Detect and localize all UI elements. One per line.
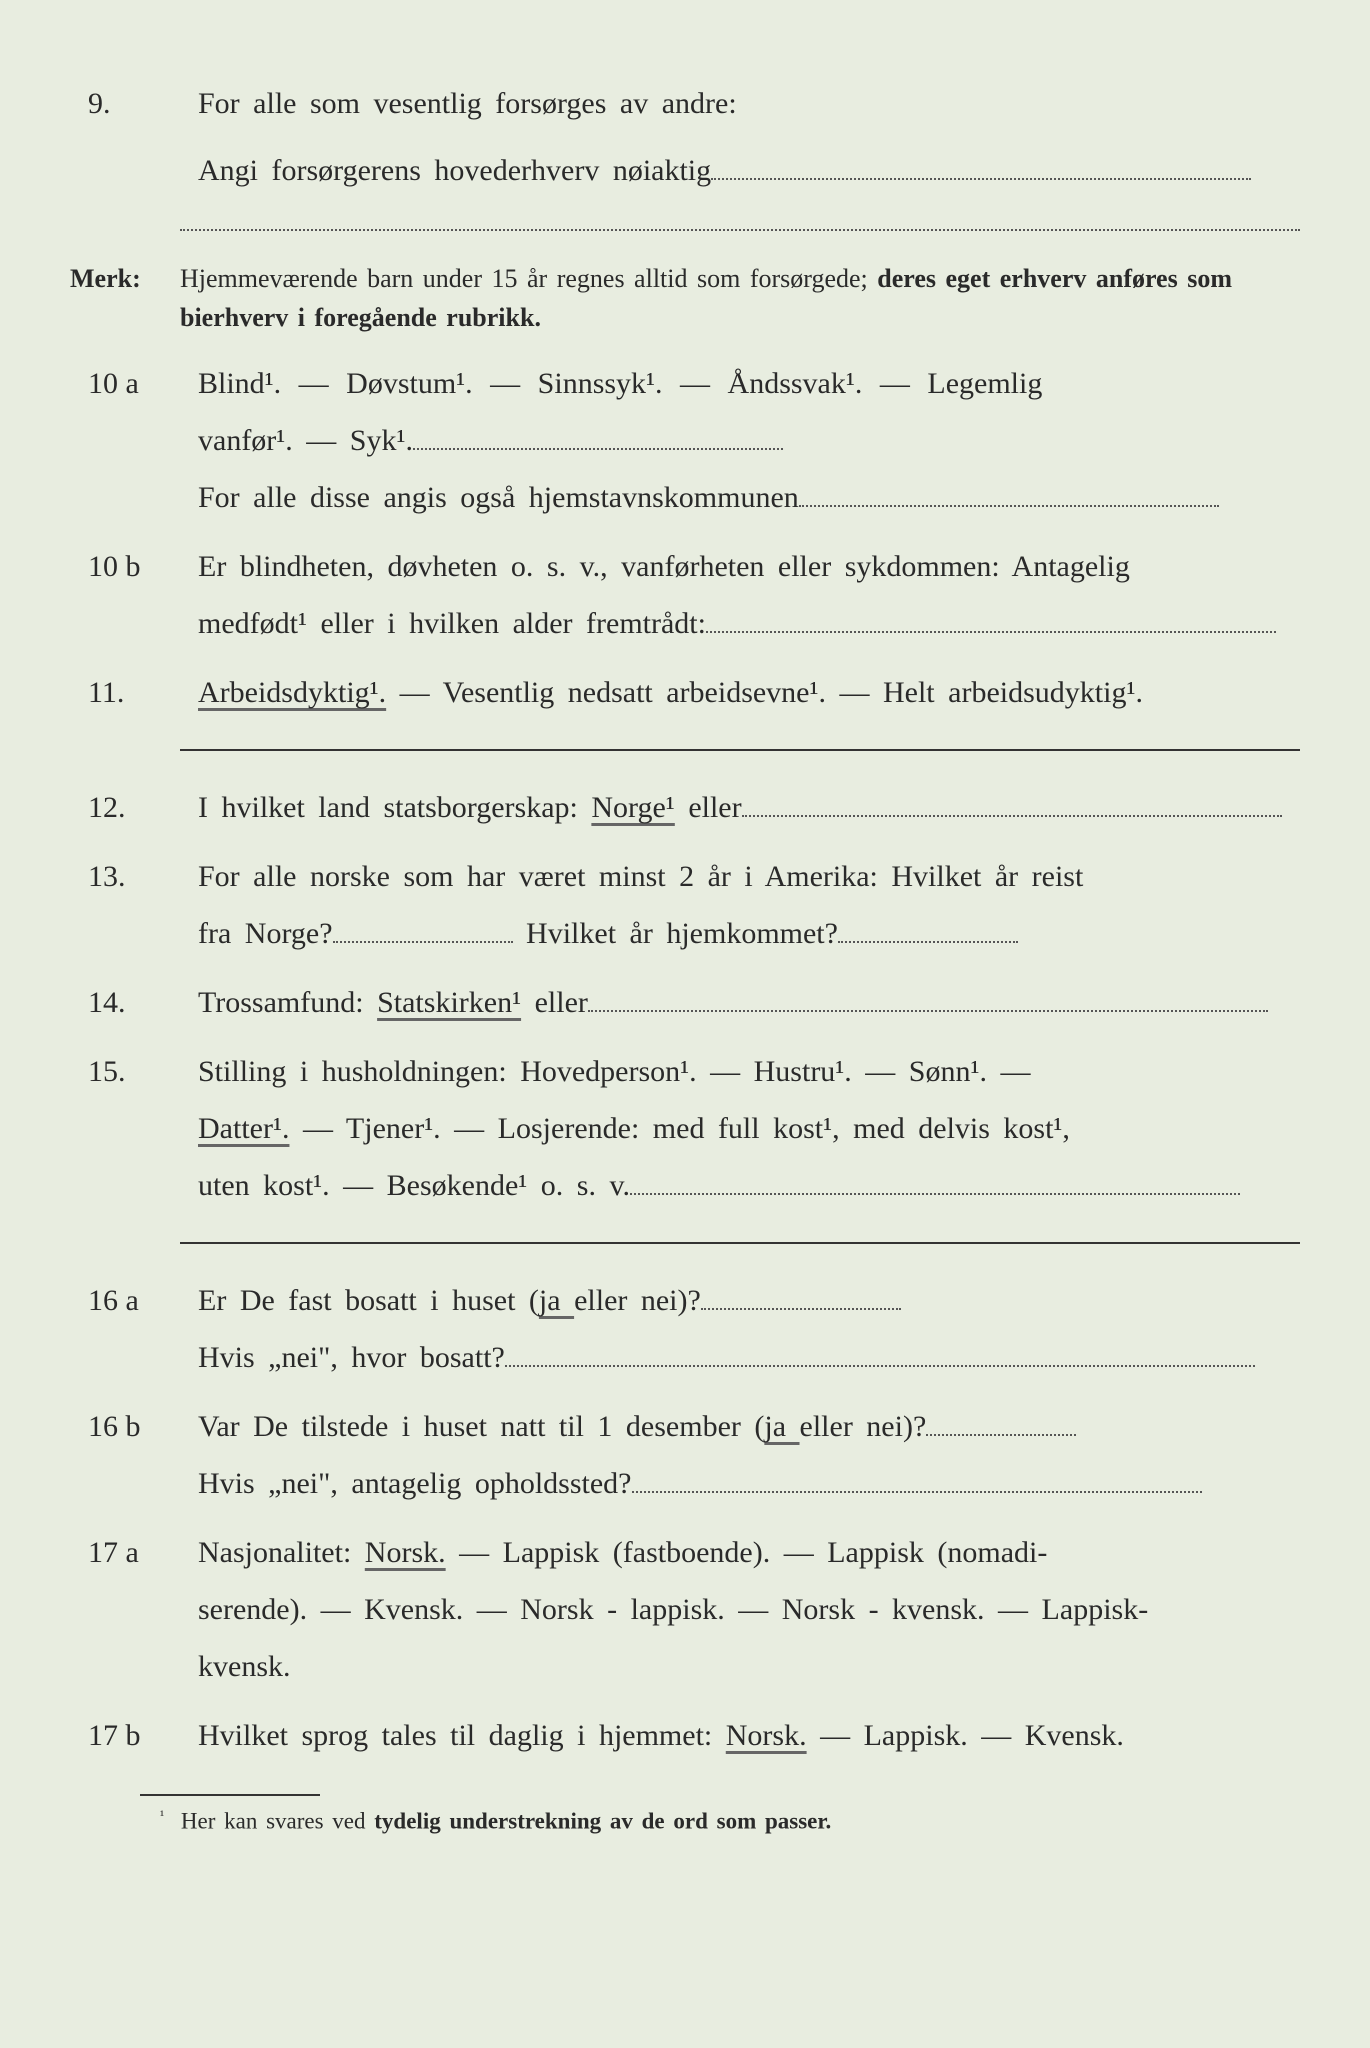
q13-l2b: Hvilket år hjemkommet? xyxy=(513,917,838,950)
q13-line1: For alle norske som har været minst 2 år… xyxy=(198,848,1300,905)
question-15-line3: uten kost¹. — Besøkende¹ o. s. v. xyxy=(70,1157,1300,1214)
footnote-text-a: Her kan svares ved xyxy=(181,1809,374,1834)
merk-label: Merk: xyxy=(70,259,180,298)
q9-line2-text: Angi forsørgerens hovederhverv nøiaktig xyxy=(198,154,711,187)
q12-text-a: I hvilket land statsborgerskap: xyxy=(198,791,591,824)
question-9-line2: Angi forsørgerens hovederhverv nøiaktig xyxy=(70,142,1300,199)
q10a-line1: Blind¹. — Døvstum¹. — Sinnssyk¹. — Åndss… xyxy=(198,355,1300,412)
q15-line3-text: uten kost¹. — Besøkende¹ o. s. v. xyxy=(198,1169,630,1202)
question-17b: 17 b Hvilket sprog tales til daglig i hj… xyxy=(70,1707,1300,1764)
q16a-answer-underlined: ja xyxy=(539,1284,574,1317)
question-10a-line2: vanfør¹. — Syk¹. xyxy=(70,412,1300,469)
question-10a-line3: For alle disse angis også hjemstavnskomm… xyxy=(70,469,1300,526)
question-12: 12. I hvilket land statsborgerskap: Norg… xyxy=(70,779,1300,836)
question-17a-line3: kvensk. xyxy=(70,1638,1300,1695)
q14-number: 14. xyxy=(70,974,198,1031)
section-rule xyxy=(180,749,1300,751)
q17b-text-a: Hvilket sprog tales til daglig i hjemmet… xyxy=(198,1719,726,1752)
q10b-line1: Er blindheten, døvheten o. s. v., vanfør… xyxy=(198,538,1300,595)
dotted-fill xyxy=(799,505,1219,507)
q14-text-c: eller xyxy=(521,986,588,1019)
q16b-answer-underlined: ja xyxy=(764,1410,799,1443)
q14-text-a: Trossamfund: xyxy=(198,986,377,1019)
q17a-line3-text: kvensk. xyxy=(198,1638,1300,1695)
question-16a-line2: Hvis „nei", hvor bosatt? xyxy=(70,1329,1300,1386)
dotted-fill xyxy=(505,1365,1255,1367)
q16a-line2-text: Hvis „nei", hvor bosatt? xyxy=(198,1341,505,1374)
q15-line1: Stilling i husholdningen: Hovedperson¹. … xyxy=(198,1043,1300,1100)
question-16a: 16 a Er De fast bosatt i huset (ja eller… xyxy=(70,1272,1300,1329)
question-14: 14. Trossamfund: Statskirken¹ eller xyxy=(70,974,1300,1031)
dotted-fill xyxy=(630,1193,1240,1195)
footnote-rule xyxy=(140,1794,320,1796)
dotted-fill xyxy=(632,1491,1202,1493)
q10a-line2-text: vanfør¹. — Syk¹. xyxy=(198,424,413,457)
q10b-line2-text: medfødt¹ eller i hvilken alder fremtrådt… xyxy=(198,607,706,640)
question-15: 15. Stilling i husholdningen: Hovedperso… xyxy=(70,1043,1300,1100)
q17a-answer-underlined: Norsk. xyxy=(365,1536,446,1569)
q17a-number: 17 a xyxy=(70,1524,198,1581)
q16b-line2-text: Hvis „nei", antagelig opholdssted? xyxy=(198,1467,632,1500)
footnote-text-b: tydelig understrekning av de ord som pas… xyxy=(374,1809,831,1834)
question-16b-line2: Hvis „nei", antagelig opholdssted? xyxy=(70,1455,1300,1512)
dotted-fill xyxy=(413,448,783,450)
q13-number: 13. xyxy=(70,848,198,905)
q10b-number: 10 b xyxy=(70,538,198,595)
q16b-l1c: eller nei)? xyxy=(800,1410,927,1443)
question-15-line2: Datter¹. — Tjener¹. — Losjerende: med fu… xyxy=(70,1100,1300,1157)
q12-number: 12. xyxy=(70,779,198,836)
q13-l2a: fra Norge? xyxy=(198,917,333,950)
q17a-line2-text: serende). — Kvensk. — Norsk - lappisk. —… xyxy=(198,1581,1300,1638)
question-10b: 10 b Er blindheten, døvheten o. s. v., v… xyxy=(70,538,1300,595)
q16a-l1c: eller nei)? xyxy=(574,1284,701,1317)
q15-number: 15. xyxy=(70,1043,198,1100)
q15-answer-underlined: Datter¹. xyxy=(198,1112,289,1145)
dotted-fill xyxy=(711,178,1251,180)
q11-rest: — Vesentlig nedsatt arbeidsevne¹. — Helt… xyxy=(386,676,1143,709)
q15-l2b: — Tjener¹. — Losjerende: med full kost¹,… xyxy=(289,1112,1069,1145)
q17b-number: 17 b xyxy=(70,1707,198,1764)
question-10b-line2: medfødt¹ eller i hvilken alder fremtrådt… xyxy=(70,595,1300,652)
q10a-number: 10 a xyxy=(70,355,198,412)
q16b-l1a: Var De tilstede i huset natt til 1 desem… xyxy=(198,1410,764,1443)
merk-note: Merk: Hjemmeværende barn under 15 år reg… xyxy=(70,259,1300,337)
section-dotted-rule xyxy=(180,227,1300,231)
question-16b: 16 b Var De tilstede i huset natt til 1 … xyxy=(70,1398,1300,1455)
merk-text-a: Hjemmeværende barn under 15 år regnes al… xyxy=(180,264,877,293)
q17a-l1a: Nasjonalitet: xyxy=(198,1536,365,1569)
q16a-l1a: Er De fast bosatt i huset ( xyxy=(198,1284,539,1317)
dotted-fill xyxy=(333,941,513,943)
q11-answer-underlined: Arbeidsdyktig¹. xyxy=(198,676,386,709)
dotted-fill xyxy=(701,1308,901,1310)
q10a-line3-text: For alle disse angis også hjemstavnskomm… xyxy=(198,481,799,514)
census-form-page: 9. For alle som vesentlig forsørges av a… xyxy=(0,0,1370,2048)
q16b-number: 16 b xyxy=(70,1398,198,1455)
q14-answer-underlined: Statskirken¹ xyxy=(377,986,521,1019)
section-rule xyxy=(180,1242,1300,1244)
dotted-fill xyxy=(706,631,1276,633)
question-9: 9. For alle som vesentlig forsørges av a… xyxy=(70,75,1300,132)
q11-number: 11. xyxy=(70,664,198,721)
q16a-number: 16 a xyxy=(70,1272,198,1329)
q12-answer-underlined: Norge¹ xyxy=(591,791,674,824)
question-17a-line2: serende). — Kvensk. — Norsk - lappisk. —… xyxy=(70,1581,1300,1638)
q17a-l1c: — Lappisk (fastboende). — Lappisk (nomad… xyxy=(446,1536,1048,1569)
q12-text-c: eller xyxy=(675,791,742,824)
q17b-text-c: — Lappisk. — Kvensk. xyxy=(807,1719,1124,1752)
q9-line1: For alle som vesentlig forsørges av andr… xyxy=(198,75,1300,132)
dotted-fill xyxy=(742,815,1282,817)
question-13: 13. For alle norske som har været minst … xyxy=(70,848,1300,905)
question-10a: 10 a Blind¹. — Døvstum¹. — Sinnssyk¹. — … xyxy=(70,355,1300,412)
question-13-line2: fra Norge? Hvilket år hjemkommet? xyxy=(70,905,1300,962)
footnote: ¹ Her kan svares ved tydelig understrekn… xyxy=(70,1808,1300,1835)
dotted-fill xyxy=(588,1010,1268,1012)
footnote-mark: ¹ xyxy=(160,1808,172,1823)
q17b-answer-underlined: Norsk. xyxy=(726,1719,807,1752)
question-17a: 17 a Nasjonalitet: Norsk. — Lappisk (fas… xyxy=(70,1524,1300,1581)
dotted-fill xyxy=(926,1434,1076,1436)
dotted-fill xyxy=(838,941,1018,943)
question-11: 11. Arbeidsdyktig¹. — Vesentlig nedsatt … xyxy=(70,664,1300,721)
q9-number: 9. xyxy=(70,75,198,132)
